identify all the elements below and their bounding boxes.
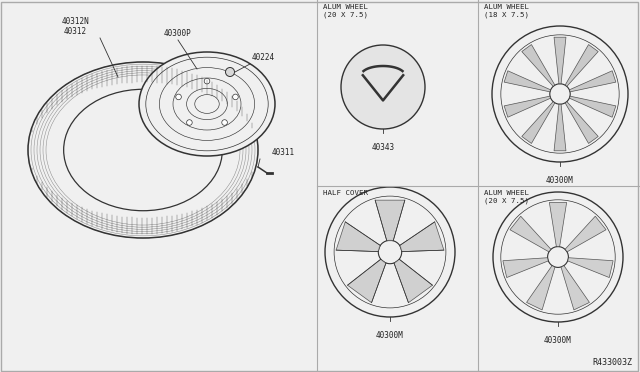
- Polygon shape: [394, 259, 433, 303]
- Text: 40300M: 40300M: [544, 336, 572, 345]
- Polygon shape: [503, 258, 548, 278]
- Polygon shape: [565, 216, 606, 252]
- Text: 40300P: 40300P: [164, 29, 192, 38]
- Text: 40312N
40312: 40312N 40312: [61, 17, 89, 36]
- Text: ALUM WHEEL
(18 X 7.5): ALUM WHEEL (18 X 7.5): [484, 4, 529, 17]
- Text: 40300M: 40300M: [546, 176, 574, 185]
- Polygon shape: [504, 96, 550, 117]
- Polygon shape: [549, 202, 566, 247]
- Text: 40300M: 40300M: [376, 331, 404, 340]
- Text: 40224: 40224: [252, 53, 275, 62]
- Polygon shape: [510, 216, 551, 252]
- Polygon shape: [522, 45, 555, 86]
- Text: ALUM WHEEL
(20 X 7.5): ALUM WHEEL (20 X 7.5): [484, 190, 529, 203]
- Text: HALF COVER: HALF COVER: [323, 190, 368, 196]
- Polygon shape: [568, 258, 613, 278]
- Polygon shape: [504, 71, 550, 92]
- Polygon shape: [554, 37, 566, 84]
- Polygon shape: [570, 71, 616, 92]
- Polygon shape: [400, 222, 444, 251]
- Polygon shape: [570, 96, 616, 117]
- Ellipse shape: [63, 89, 222, 211]
- Polygon shape: [375, 200, 405, 241]
- Circle shape: [204, 78, 210, 84]
- Text: R433003Z: R433003Z: [592, 358, 632, 367]
- Circle shape: [341, 45, 425, 129]
- Circle shape: [225, 67, 234, 77]
- Circle shape: [233, 94, 238, 100]
- Polygon shape: [522, 102, 555, 144]
- Polygon shape: [565, 102, 598, 144]
- Text: 40311: 40311: [272, 148, 295, 157]
- Polygon shape: [336, 222, 380, 251]
- Circle shape: [222, 120, 227, 125]
- Polygon shape: [565, 45, 598, 86]
- Polygon shape: [561, 266, 589, 310]
- Polygon shape: [527, 266, 555, 310]
- Polygon shape: [554, 104, 566, 151]
- Circle shape: [176, 94, 181, 100]
- Text: 40343: 40343: [371, 143, 395, 152]
- Ellipse shape: [139, 52, 275, 156]
- Polygon shape: [348, 259, 386, 303]
- Text: ALUM WHEEL
(20 X 7.5): ALUM WHEEL (20 X 7.5): [323, 4, 368, 17]
- Circle shape: [187, 120, 192, 125]
